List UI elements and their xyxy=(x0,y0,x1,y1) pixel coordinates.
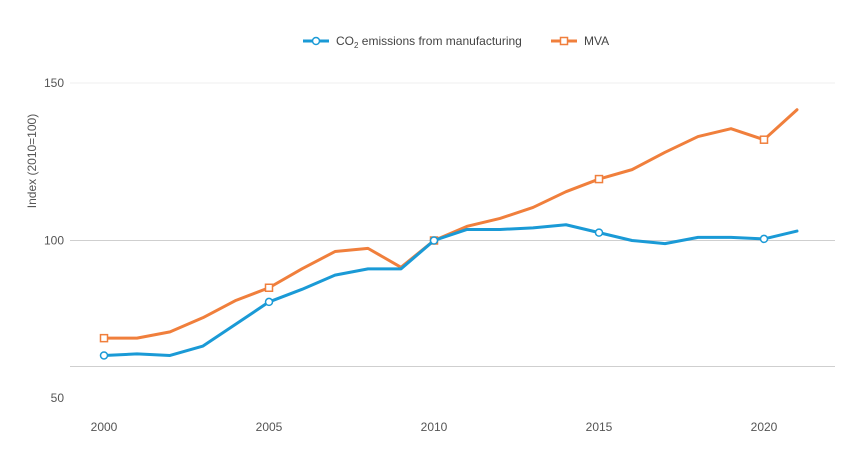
legend-item-co2[interactable]: CO2 emissions from manufacturing xyxy=(303,34,522,50)
x-tick-label-2005: 2005 xyxy=(256,420,283,434)
x-tick-label-2000: 2000 xyxy=(91,420,118,434)
point-co2-2010[interactable] xyxy=(429,236,439,245)
y-tick-label-150: 150 xyxy=(44,76,64,90)
y-tick-labels: 50 100 150 xyxy=(44,76,64,405)
point-mva-2020[interactable] xyxy=(759,135,769,144)
gridlines xyxy=(70,82,835,367)
point-mva-2005[interactable] xyxy=(264,283,274,292)
point-co2-2005[interactable] xyxy=(264,297,274,307)
x-tick-label-2020: 2020 xyxy=(751,420,778,434)
point-co2-2015[interactable] xyxy=(594,228,604,237)
point-co2-2000[interactable] xyxy=(99,351,109,360)
x-tick-label-2015: 2015 xyxy=(586,420,613,434)
point-co2-2020[interactable] xyxy=(759,234,769,244)
legend-label-mva: MVA xyxy=(584,34,609,48)
point-mva-2015[interactable] xyxy=(594,174,604,184)
y-axis-title: Index (2010=100) xyxy=(25,114,39,208)
y-tick-label-50: 50 xyxy=(51,391,65,405)
legend: CO2 emissions from manufacturing MVA xyxy=(303,34,609,50)
series-group xyxy=(99,108,799,360)
series-line-co2 xyxy=(102,223,799,357)
legend-item-mva[interactable]: MVA xyxy=(551,34,609,48)
y-tick-label-100: 100 xyxy=(44,234,64,248)
legend-label-co2: CO2 emissions from manufacturing xyxy=(336,34,522,50)
x-tick-label-2010: 2010 xyxy=(421,420,448,434)
x-tick-labels: 2000 2005 2010 2015 2020 xyxy=(91,420,778,434)
series-line-mva xyxy=(102,108,799,340)
legend-marker-mva xyxy=(559,36,569,46)
point-mva-2000[interactable] xyxy=(99,333,109,343)
legend-marker-co2 xyxy=(311,36,321,46)
